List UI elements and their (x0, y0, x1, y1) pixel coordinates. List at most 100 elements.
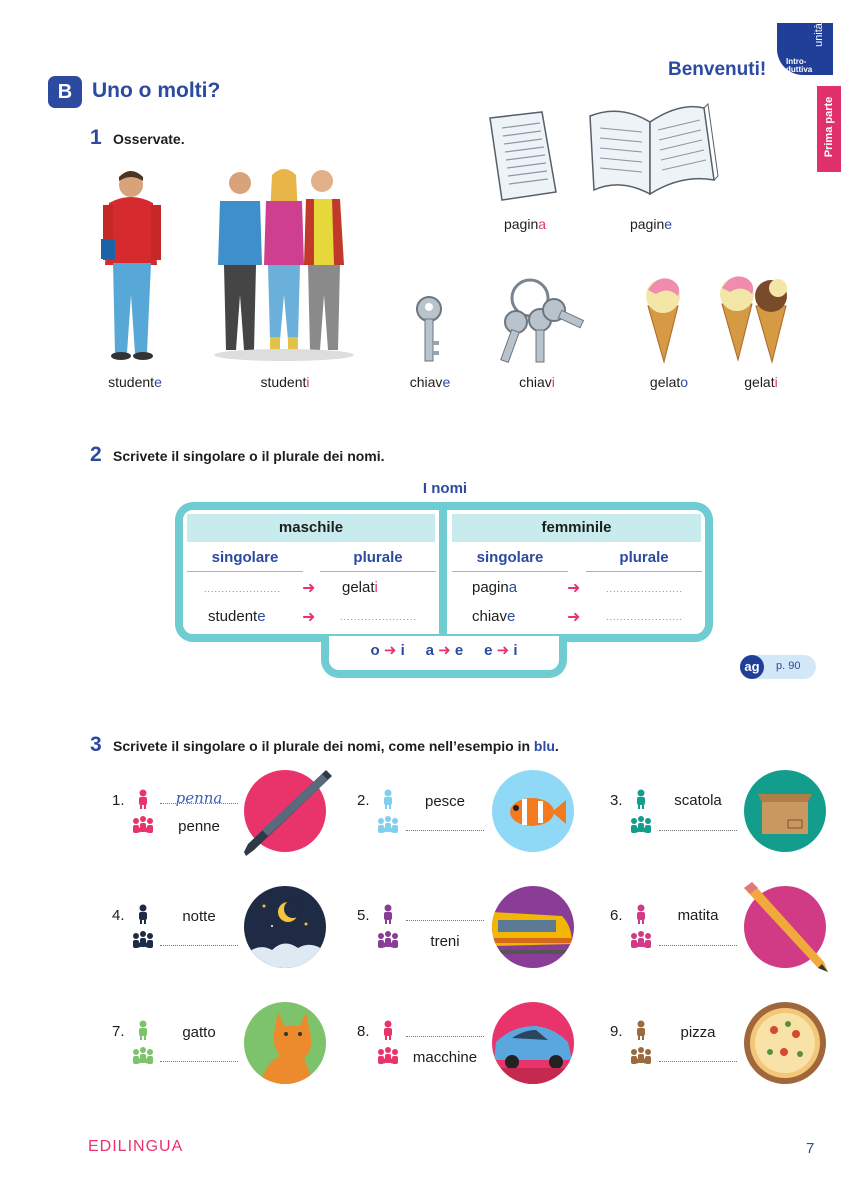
people-icon (631, 816, 651, 833)
grammar-reference[interactable]: ag p. 90 (740, 655, 816, 679)
label-studenti: studenti (260, 374, 310, 390)
cat-picture (244, 1002, 326, 1084)
fish-icon (510, 798, 566, 826)
gelati-illustration (720, 276, 787, 364)
person-icon (139, 1020, 147, 1040)
blank-line (160, 803, 238, 804)
car-icon (492, 1026, 574, 1084)
item-number: 6. (610, 907, 623, 924)
moon-icon (244, 900, 326, 968)
table-divider (439, 502, 447, 642)
masc-singular-header: singolare (211, 549, 279, 566)
person-icon (384, 904, 392, 924)
exercise-3-number: 3 (90, 733, 102, 756)
page-number: 7 (806, 1140, 815, 1157)
item-number: 1. (112, 792, 125, 809)
blank-plural-3[interactable] (659, 830, 737, 831)
item-number: 8. (357, 1023, 370, 1040)
blank-fem-plural-2[interactable]: ...................... (606, 612, 684, 622)
box-picture (744, 770, 826, 852)
arrow-icon: ➜ (567, 580, 581, 597)
item-number: 3. (610, 792, 623, 809)
people-icon (133, 1047, 153, 1064)
exercise-2-number: 2 (90, 443, 102, 466)
person-icon (637, 904, 645, 924)
person-icon (384, 789, 392, 809)
people-icon (378, 1047, 398, 1064)
word-plural-5: treni (430, 933, 460, 950)
blank-plural-4[interactable] (160, 945, 238, 946)
person-icon (637, 1020, 645, 1040)
car-picture (492, 1002, 574, 1084)
item-number: 9. (610, 1023, 623, 1040)
box-icon (758, 794, 812, 834)
label-gelati: gelati (744, 374, 778, 390)
exercise-1-number: 1 (90, 126, 102, 149)
unit-name: Intro-duttiva (786, 57, 813, 74)
word-singular-2: pesce (424, 793, 466, 810)
pizza-icon (750, 1008, 820, 1078)
fem-singular-2: chiave (472, 608, 516, 625)
blank-fem-plural-1[interactable]: ...................... (606, 584, 684, 594)
unit-tab: unità Intro-duttiva (777, 23, 833, 75)
pen-icon (244, 770, 332, 856)
people-icon (378, 931, 398, 948)
train-picture (492, 886, 574, 968)
item-number: 5. (357, 907, 370, 924)
masc-singular-2: studente (208, 608, 266, 625)
word-singular-4: notte (182, 908, 216, 925)
blank-plural-2[interactable] (406, 830, 484, 831)
train-icon (492, 912, 574, 954)
arrow-icon: ➜ (302, 609, 316, 626)
underline (320, 571, 436, 572)
header-feminine: femminile (452, 514, 701, 542)
publisher-logo: EDILINGUA (88, 1138, 184, 1155)
item-number: 7. (112, 1023, 125, 1040)
people-icon (133, 931, 153, 948)
blank-plural-7[interactable] (160, 1061, 238, 1062)
people-icon (631, 931, 651, 948)
ag-icon: ag (740, 655, 764, 679)
part-label: Prima parte (823, 96, 835, 158)
person-icon (637, 789, 645, 809)
fish-picture (492, 770, 574, 852)
part-tab: Prima parte (817, 86, 841, 172)
people-icon (378, 816, 398, 833)
fem-singular-1: pagina (472, 579, 518, 596)
word-singular-9: pizza (680, 1024, 716, 1041)
pencil-icon (744, 882, 828, 972)
unit-title: Benvenuti! (668, 59, 767, 80)
section-badge: B (48, 76, 82, 108)
keys-illustration (500, 278, 585, 364)
blank-singular-8[interactable] (406, 1036, 484, 1037)
student-illustration (101, 171, 161, 360)
arrow-icon: ➜ (302, 580, 316, 597)
blank-masc-plural-2[interactable]: ...................... (340, 612, 418, 622)
label-gelato: gelato (649, 374, 689, 390)
key-illustration (416, 296, 442, 362)
blank-masc-singular-1[interactable]: ...................... (204, 584, 282, 594)
page-illustration (489, 111, 557, 201)
blank-plural-6[interactable] (659, 945, 737, 946)
underline (586, 571, 702, 572)
masc-plural-1: gelati (342, 579, 378, 596)
exercise-2-instruction: Scrivete il singolare o il plurale dei n… (113, 448, 385, 464)
exercise-3-instruction: Scrivete il singolare o il plurale dei n… (113, 738, 559, 754)
label-chiavi: chiavi (519, 374, 555, 390)
fem-singular-header: singolare (476, 549, 544, 566)
masc-plural-header: plurale (353, 549, 403, 566)
label-studente: studente (108, 374, 162, 390)
arrow-icon: ➜ (567, 609, 581, 626)
blank-singular-5[interactable] (406, 920, 484, 921)
item-number: 2. (357, 792, 370, 809)
word-singular-3: scatola (674, 792, 722, 809)
table-title: I nomi (422, 480, 468, 497)
unit-label: unità (813, 23, 826, 47)
underline (187, 571, 303, 572)
label-chiave: chiave (409, 374, 451, 390)
word-plural-8: macchine (412, 1049, 478, 1066)
underline (452, 571, 568, 572)
label-pagine: pagine (629, 216, 673, 232)
label-pagina: pagina (503, 216, 547, 232)
blank-plural-9[interactable] (659, 1061, 737, 1062)
